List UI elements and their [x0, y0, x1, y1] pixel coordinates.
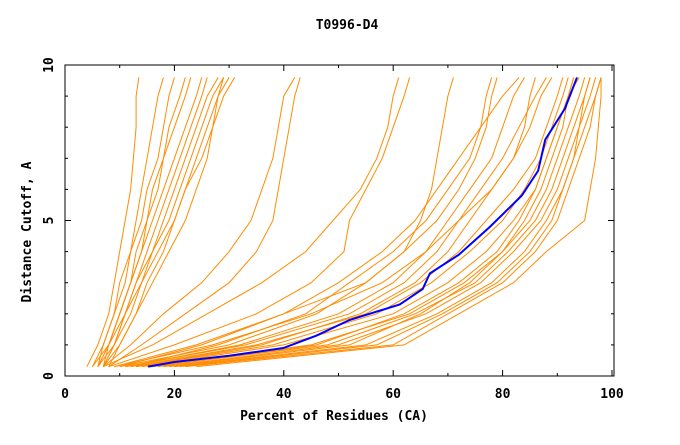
model-curve-18 [141, 77, 575, 368]
model-curve-22 [185, 77, 602, 368]
model-curve-35 [114, 77, 536, 368]
y-tick-label: 0 [42, 372, 57, 380]
model-curve-14 [103, 77, 400, 368]
model-curve-13 [108, 77, 301, 368]
model-curve-5 [102, 77, 203, 367]
chart-title: T0996-D4 [316, 18, 379, 33]
model-curve-28 [157, 77, 580, 368]
model-curve-23 [196, 77, 602, 368]
x-tick-label: 40 [276, 387, 292, 402]
model-curve-6 [102, 77, 208, 367]
model-curve-10 [97, 77, 236, 367]
model-curve-7 [97, 77, 219, 367]
model-curve-4 [97, 77, 192, 367]
model-curve-16 [114, 77, 454, 368]
y-tick-label: 5 [42, 217, 57, 225]
model-curve-27 [179, 77, 591, 368]
model-curve-21 [174, 77, 602, 368]
x-tick-label: 100 [600, 387, 624, 402]
x-tick-label: 60 [385, 387, 401, 402]
model-curve-26 [136, 77, 569, 368]
model-curve-0 [86, 77, 140, 367]
model-curve-33 [125, 77, 547, 368]
model-curve-11 [102, 77, 225, 367]
model-curve-25 [168, 77, 575, 368]
model-curve-17 [130, 77, 564, 368]
x-axis-label: Percent of Residues (CA) [240, 409, 428, 424]
model-curve-2 [97, 77, 175, 367]
x-tick-label: 0 [61, 387, 69, 402]
y-tick-label: 10 [42, 57, 57, 73]
model-curve-32 [119, 77, 520, 368]
model-curve-8 [102, 77, 225, 367]
model-curve-30 [125, 77, 525, 368]
model-curve-34 [136, 77, 553, 368]
model-curve-19 [146, 77, 586, 368]
x-tick-label: 20 [167, 387, 183, 402]
model-curve-24 [152, 77, 591, 368]
y-axis-label: Distance Cutoff, A [20, 161, 35, 302]
model-curve-12 [102, 77, 296, 368]
model-curve-31 [130, 77, 493, 368]
model-curve-15 [108, 77, 411, 368]
x-tick-label: 80 [495, 387, 511, 402]
highlight-curve [147, 77, 578, 368]
model-curve-9 [108, 77, 230, 367]
